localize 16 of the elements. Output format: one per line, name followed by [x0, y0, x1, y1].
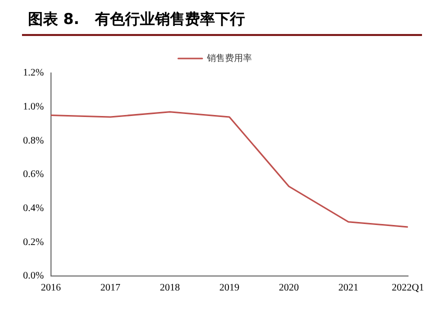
x-tick-label: 2021 [338, 282, 358, 294]
y-tick-label: 1.2% [22, 68, 44, 79]
y-tick-label: 0.4% [22, 202, 44, 214]
y-tick-label: 0.8% [22, 135, 44, 146]
y-tick-label: 0.0% [22, 270, 44, 282]
x-tick-label: 2016 [40, 282, 61, 294]
y-tick-label: 0.6% [22, 169, 44, 180]
x-tick-label: 2018 [160, 282, 180, 294]
chart-title: 图表 8. 有色行业销售费率下行 [28, 10, 246, 29]
x-tick-label: 2020 [278, 282, 299, 294]
x-tick-label: 2017 [100, 282, 120, 294]
legend-label: 销售费用率 [206, 52, 252, 64]
x-tick-label: 2019 [219, 282, 240, 294]
y-tick-label: 1.0% [22, 101, 44, 112]
x-tick-label: 2022Q1 [392, 282, 424, 294]
y-tick-label: 0.2% [22, 236, 44, 248]
